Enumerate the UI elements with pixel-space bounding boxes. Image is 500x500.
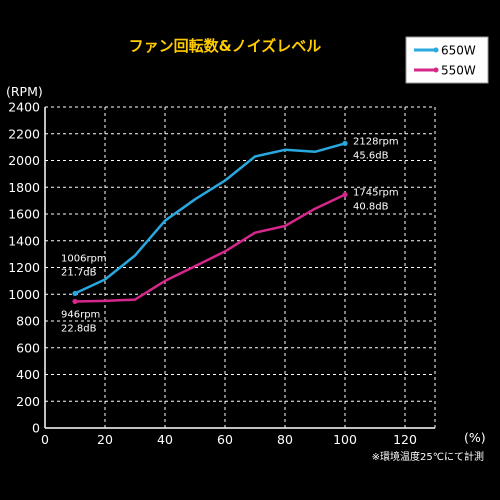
y-tick-label: 600: [16, 340, 40, 355]
x-axis-unit-label: (%): [464, 430, 486, 445]
axes: 0200400600800100012001400160018002000220…: [8, 100, 435, 447]
data-label: 1006rpm: [61, 253, 107, 264]
data-label: 2128rpm: [353, 136, 399, 147]
series-layer: [72, 140, 348, 305]
y-tick-label: 400: [16, 367, 40, 382]
y-axis-unit-label: (RPM): [6, 84, 43, 99]
x-tick-label: 60: [217, 432, 233, 447]
y-tick-label: 0: [32, 421, 40, 436]
x-tick-label: 120: [393, 432, 417, 447]
legend-label: 650W: [441, 44, 476, 58]
chart-title: ファン回転数&ノイズレベル: [129, 37, 322, 55]
annotations: 1006rpm 21.7dB 946rpm 22.8dB 2128rpm 45.6dB 17…: [61, 136, 399, 334]
y-tick-label: 2200: [8, 126, 40, 141]
x-tick-label: 100: [333, 432, 357, 447]
series-endpoint-650W: [72, 290, 78, 297]
data-label: 1745rpm: [353, 188, 399, 199]
data-label: 21.7dB: [61, 267, 97, 278]
x-tick-label: 0: [41, 432, 49, 447]
series-endpoint-650W: [342, 140, 348, 146]
y-tick-label: 2000: [8, 153, 40, 168]
series-endpoint-550W: [72, 298, 78, 305]
data-label: 946rpm: [61, 309, 100, 320]
x-tick-label: 40: [157, 432, 173, 447]
y-tick-label: 800: [16, 314, 40, 329]
y-tick-label: 1000: [8, 287, 40, 302]
series-endpoint-550W: [342, 192, 348, 198]
data-label: 22.8dB: [61, 323, 97, 334]
x-tick-label: 20: [97, 432, 113, 447]
y-tick-label: 1800: [8, 180, 40, 195]
y-tick-label: 1400: [8, 233, 40, 248]
y-tick-label: 2400: [8, 100, 40, 115]
grid: [45, 106, 436, 428]
y-tick-label: 1200: [8, 260, 40, 275]
x-tick-label: 80: [277, 432, 293, 447]
measurement-note: ※環境温度25℃にて計測: [372, 450, 484, 463]
legend-box: [405, 36, 489, 84]
series-line-550W: [74, 193, 346, 303]
legend-label: 550W: [441, 64, 476, 78]
data-label: 45.6dB: [353, 150, 389, 161]
legend-marker-550W: [433, 67, 439, 73]
series-line-650W: [74, 142, 346, 295]
legend-marker-650W: [433, 47, 439, 53]
legend: 650W 550W: [405, 36, 489, 84]
data-label: 40.8dB: [353, 202, 389, 213]
y-tick-label: 200: [16, 394, 40, 409]
y-tick-label: 1600: [8, 207, 40, 222]
